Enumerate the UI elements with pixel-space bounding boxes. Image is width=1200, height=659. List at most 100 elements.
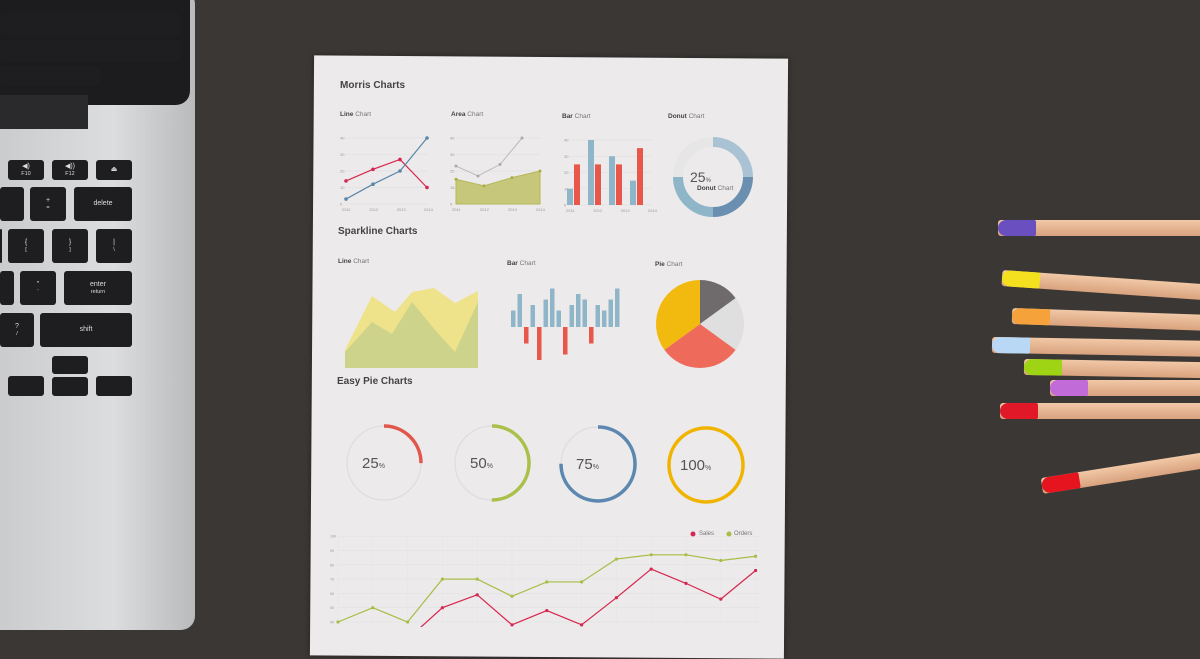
data-point bbox=[475, 593, 479, 597]
sparkline-bar bbox=[524, 327, 529, 344]
tick-label: 2012 bbox=[369, 207, 379, 212]
donut-value: 25% bbox=[690, 169, 711, 185]
area-chart-label: Area Chart bbox=[451, 111, 484, 118]
pencil bbox=[998, 220, 1200, 236]
tick-label: 2013 bbox=[397, 207, 407, 212]
sparkline-bar bbox=[595, 305, 600, 327]
key bbox=[8, 376, 44, 396]
data-point bbox=[371, 167, 375, 172]
easy-pie-value-2: 50% bbox=[470, 455, 493, 472]
data-point bbox=[371, 606, 375, 610]
tick-label: 10 bbox=[564, 186, 569, 191]
bar bbox=[588, 140, 594, 205]
tick-label: 90 bbox=[330, 549, 334, 553]
sparkline-bar bbox=[556, 310, 561, 327]
sparkline-bar bbox=[615, 288, 620, 327]
sparkline-line-label: Line Chart bbox=[338, 258, 370, 265]
key: | \ bbox=[96, 229, 132, 263]
key: + = bbox=[30, 187, 66, 221]
key bbox=[0, 40, 180, 62]
sparkline-bar bbox=[569, 305, 574, 327]
data-point bbox=[510, 594, 514, 598]
data-point bbox=[398, 169, 402, 173]
key: " ' bbox=[20, 271, 56, 305]
donut-segment bbox=[673, 176, 714, 217]
donut-segment bbox=[673, 137, 714, 178]
key bbox=[0, 271, 14, 305]
sparkline-charts-title: Sparkline Charts bbox=[338, 226, 418, 237]
sparkline-bar bbox=[563, 327, 568, 355]
bar bbox=[616, 164, 622, 205]
pencil-tip bbox=[998, 220, 1036, 236]
tick-label: 2012 bbox=[593, 208, 603, 213]
key bbox=[0, 187, 24, 221]
tick-label: 70 bbox=[330, 578, 334, 582]
tick-label: 2014 bbox=[536, 207, 546, 212]
pie-slice bbox=[656, 280, 700, 350]
pencil-tip bbox=[1011, 308, 1051, 326]
bar bbox=[609, 156, 615, 205]
tick-label: 10 bbox=[340, 185, 345, 190]
easy-pie-value-1: 25% bbox=[362, 455, 385, 472]
donut-segment bbox=[712, 176, 753, 217]
tick-label: 40 bbox=[450, 136, 455, 141]
easy-pie-arc bbox=[559, 425, 637, 503]
tick-label: 2011 bbox=[566, 208, 575, 213]
key: }] bbox=[52, 229, 88, 263]
data-point bbox=[580, 623, 584, 627]
data-point bbox=[510, 623, 514, 627]
data-point bbox=[614, 596, 619, 600]
key: shift bbox=[40, 313, 132, 347]
sparkline-bar bbox=[543, 299, 548, 327]
data-point bbox=[719, 597, 723, 601]
key: ? / bbox=[0, 313, 34, 347]
data-point bbox=[425, 136, 429, 140]
donut-segment bbox=[712, 137, 753, 178]
sparkline-bar-label: Bar Chart bbox=[507, 260, 536, 267]
data-point bbox=[398, 157, 402, 162]
data-point bbox=[454, 164, 458, 168]
tick-label: 25 bbox=[450, 169, 455, 174]
key: delete bbox=[74, 187, 132, 221]
tick-label: 60 bbox=[330, 592, 334, 596]
tick-label: 2013 bbox=[621, 208, 631, 213]
data-point bbox=[684, 553, 688, 557]
sparkline-bar bbox=[589, 327, 594, 344]
data-point bbox=[482, 184, 486, 188]
key: ⏏ bbox=[96, 160, 132, 180]
key: enter return bbox=[64, 271, 132, 305]
data-point bbox=[649, 553, 653, 557]
tick-label: 2011 bbox=[342, 207, 351, 212]
data-point bbox=[344, 197, 348, 201]
tick-label: 40 bbox=[330, 621, 334, 625]
tick-label: 15 bbox=[450, 185, 455, 190]
data-point bbox=[754, 568, 758, 573]
sparkline-bar bbox=[530, 305, 535, 327]
data-point bbox=[336, 620, 340, 624]
sparkline-bar bbox=[582, 299, 587, 327]
data-point bbox=[440, 577, 444, 581]
bar bbox=[630, 180, 636, 205]
pencil-tip bbox=[991, 337, 1031, 354]
tick-label: 2011 bbox=[452, 207, 461, 212]
tick-label: 30 bbox=[340, 152, 345, 157]
legend-dot bbox=[726, 531, 732, 537]
data-point bbox=[614, 557, 619, 561]
sparkline-bar bbox=[602, 310, 607, 327]
legend-sales: Sales bbox=[699, 531, 715, 537]
key: {[ bbox=[8, 229, 44, 263]
easy-pie-arc bbox=[667, 426, 745, 504]
tick-label: 0 bbox=[340, 202, 343, 207]
tick-label: 20 bbox=[564, 170, 569, 175]
donut-center-label: Donut Chart bbox=[697, 185, 734, 192]
tick-label: 30 bbox=[450, 152, 455, 157]
sparkline-bar bbox=[517, 294, 522, 327]
sparkline-bar bbox=[511, 310, 516, 327]
donut-chart-label: Donut Chart bbox=[668, 113, 705, 120]
key: ◀) F10 bbox=[8, 160, 44, 180]
sparkline-bar bbox=[550, 288, 555, 327]
tick-label: 80 bbox=[330, 563, 334, 567]
pie-slice bbox=[700, 298, 744, 350]
chart-graphics: 0 10 20 30 40 2011 2012 2013 2014 0 15 25 30 40 2011 20… bbox=[330, 136, 760, 627]
sparkline-bar bbox=[576, 294, 581, 327]
